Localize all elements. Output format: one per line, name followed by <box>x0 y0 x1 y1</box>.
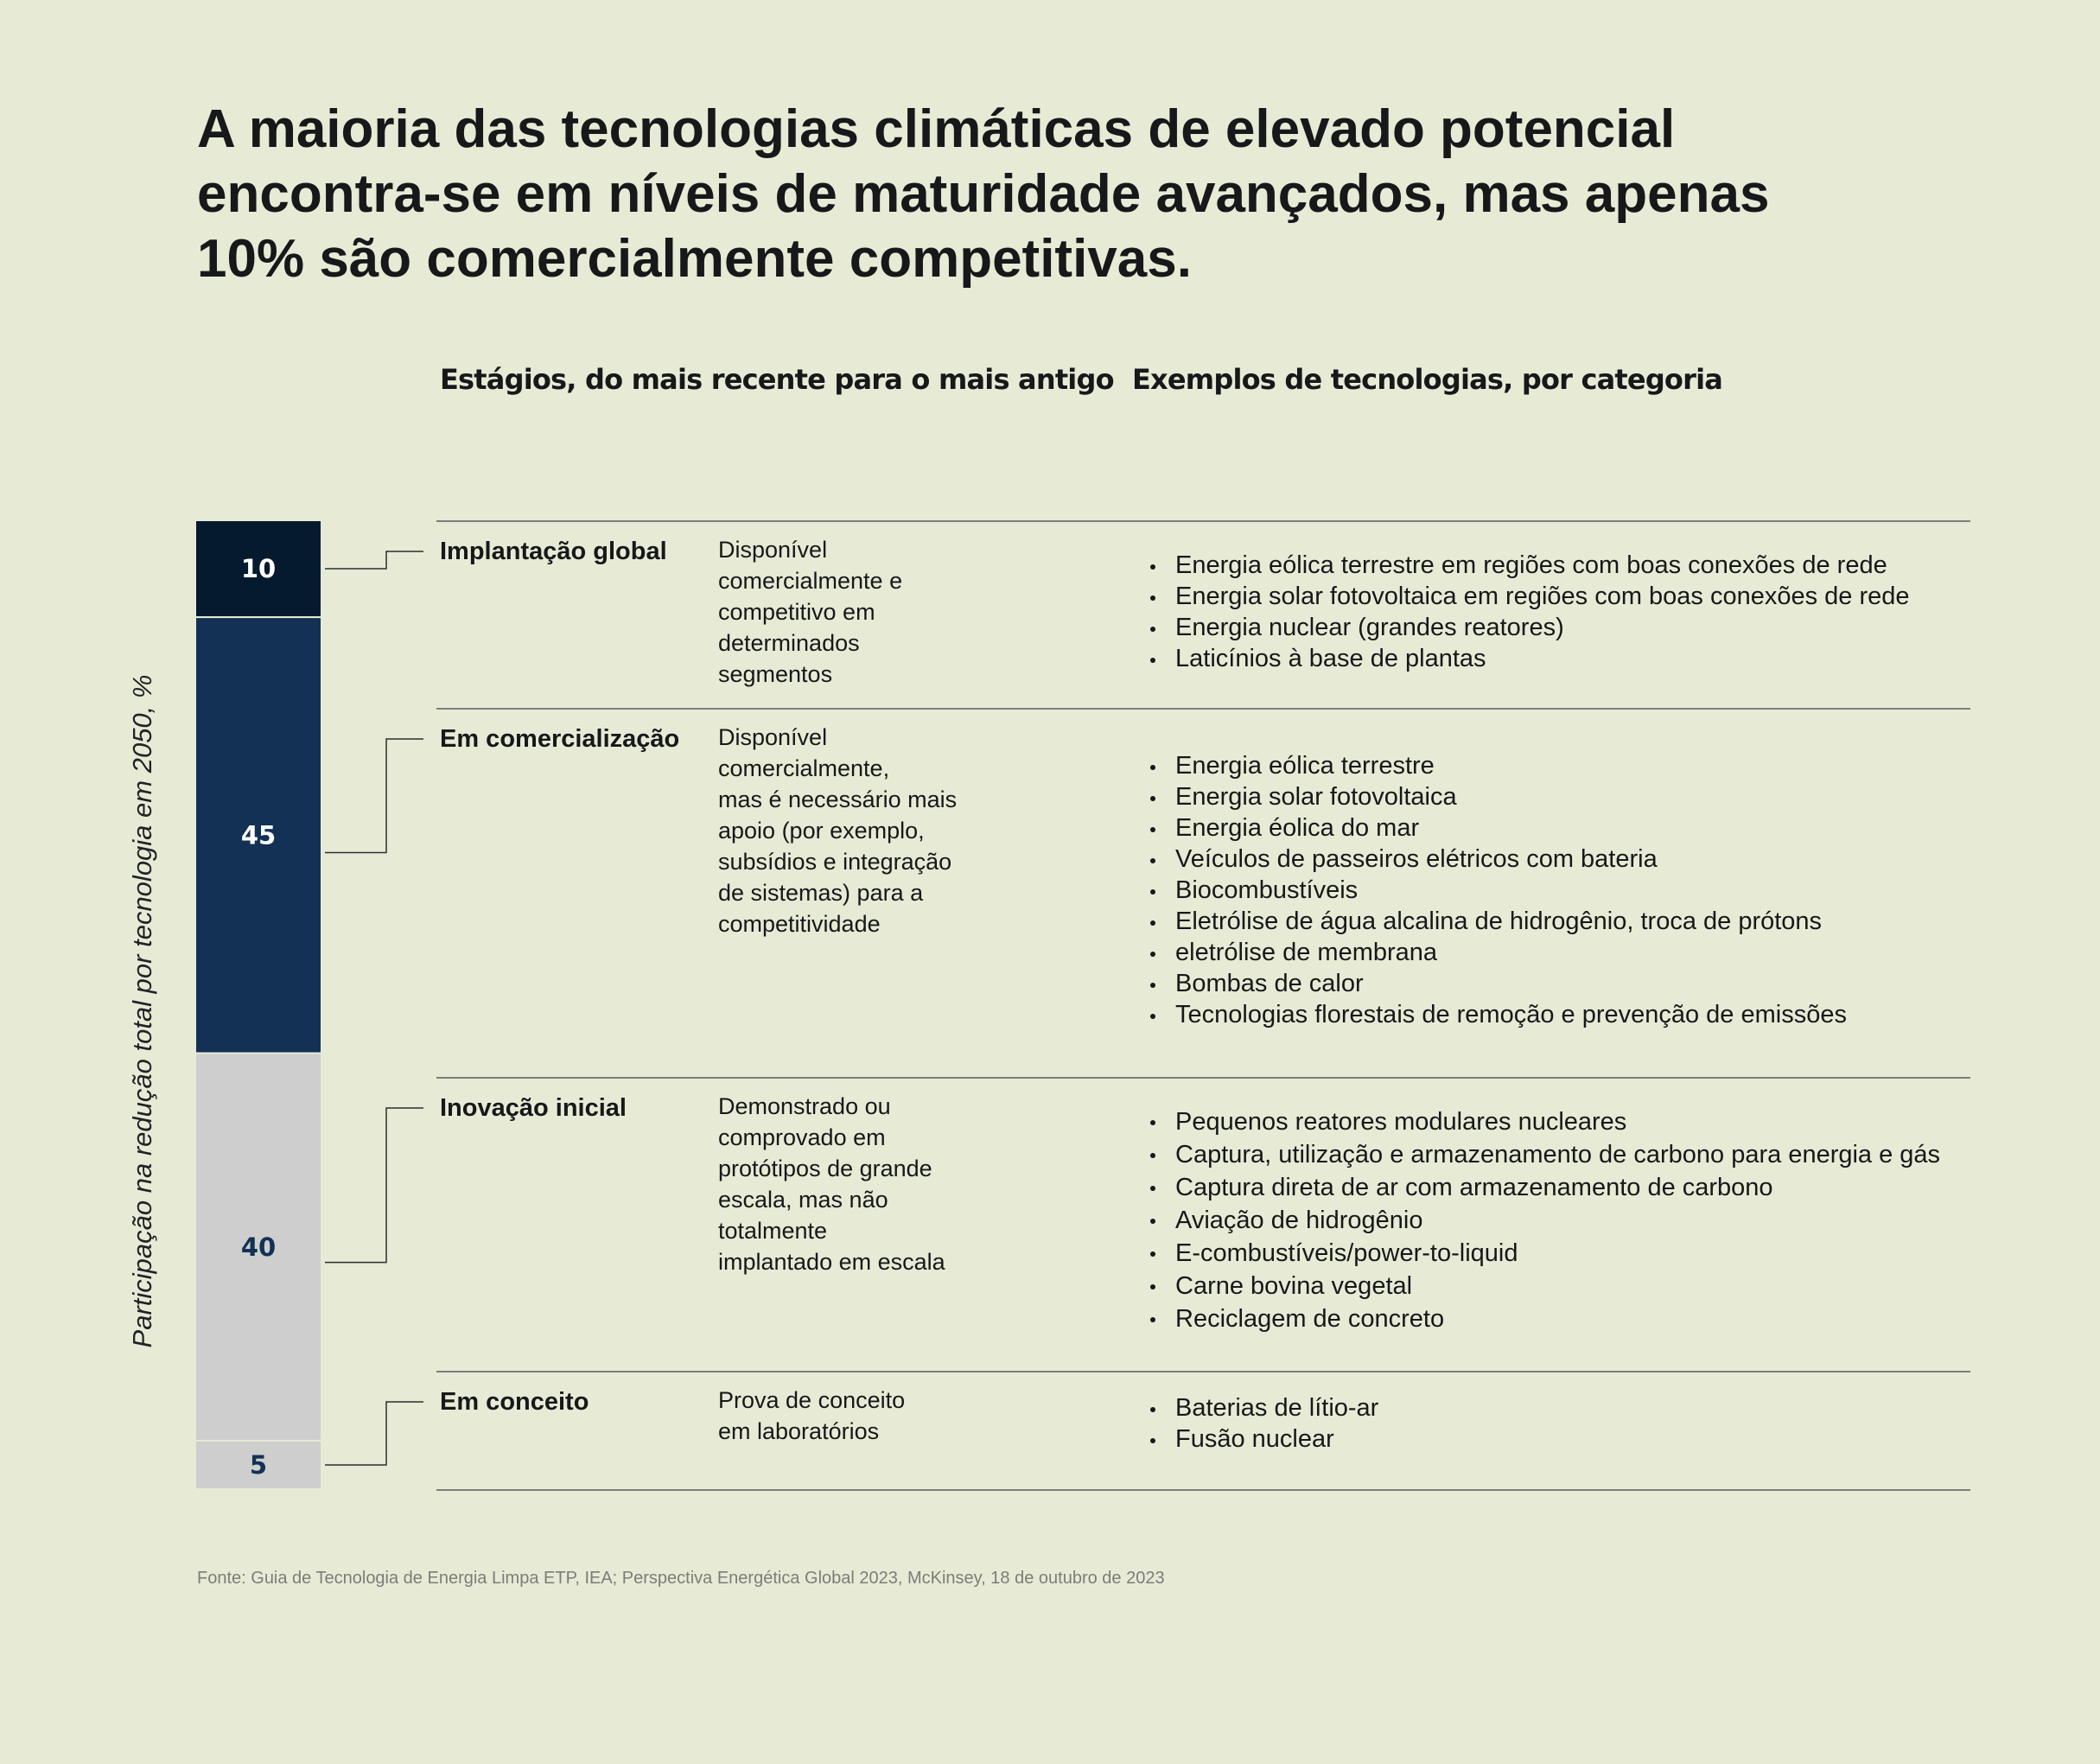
list-item: Energia solar fotovoltaica <box>1134 781 1847 812</box>
list-item: Captura, utilização e armazenamento de c… <box>1134 1138 1940 1171</box>
stage-name-inovacao-inicial: Inovação inicial <box>440 1094 627 1122</box>
row-divider <box>436 708 1970 710</box>
stage-description-implantacao-global: Disponível comercialmente e competitivo … <box>718 537 903 687</box>
stage-name-em-comercializacao: Em comercialização <box>440 725 680 753</box>
stage-description-em-conceito: Prova de conceito em laboratórios <box>718 1387 906 1444</box>
bar-segments: 10 45 40 5 <box>194 519 322 1490</box>
connectors <box>325 551 423 1466</box>
list-item: Energia éolica do mar <box>1134 812 1847 844</box>
bar-segment <box>194 1052 322 1442</box>
list-item: Biocombustíveis <box>1134 875 1847 906</box>
list-item: Energia eólica terrestre <box>1134 750 1847 781</box>
stage-name-implantacao-global: Implantação global <box>440 538 667 565</box>
connector-line <box>325 738 423 854</box>
row-divider <box>436 520 1970 522</box>
list-item: Aviação de hidrogênio <box>1134 1204 1940 1237</box>
bar-value-label: 5 <box>250 1450 267 1480</box>
list-item: Baterias de lítio-ar <box>1134 1392 1378 1423</box>
source-note: Fonte: Guia de Tecnologia de Energia Lim… <box>197 1569 1165 1588</box>
list-item: Tecnologias florestais de remoção e prev… <box>1134 999 1847 1030</box>
examples-list-implantacao-global: Energia eólica terrestre em regiões com … <box>1134 550 1910 674</box>
examples-list-em-conceito: Baterias de lítio-ar Fusão nuclear <box>1134 1392 1378 1455</box>
bar-segment <box>194 1439 322 1490</box>
list-item: Captura direta de ar com armazenamento d… <box>1134 1171 1940 1204</box>
page-title: A maioria das tecnologias climáticas de … <box>197 99 1770 289</box>
stage-description-em-comercializacao: Disponível comercialmente, mas é necessá… <box>718 724 958 937</box>
list-item: E-combustíveis/power-to-liquid <box>1134 1237 1940 1270</box>
list-item: Energia solar fotovoltaica em regiões co… <box>1134 581 1910 612</box>
list-item: Fusão nuclear <box>1134 1423 1378 1455</box>
examples-list-em-comercializacao: Energia eólica terrestre Energia solar f… <box>1134 750 1847 1030</box>
bar-segment <box>194 519 322 619</box>
stage-name-em-conceito: Em conceito <box>440 1388 589 1416</box>
bar-value-label: 10 <box>241 554 276 583</box>
list-item: Veículos de passeiros elétricos com bate… <box>1134 844 1847 875</box>
row-divider <box>436 1489 1970 1491</box>
bar-value-label: 40 <box>241 1232 276 1262</box>
row-divider <box>436 1077 1970 1079</box>
list-item: Carne bovina vegetal <box>1134 1270 1940 1302</box>
list-item: Reciclagem de concreto <box>1134 1302 1940 1335</box>
list-item: Laticínios à base de plantas <box>1134 643 1910 674</box>
list-item: eletrólise de membrana <box>1134 937 1847 968</box>
row-divider <box>436 1371 1970 1372</box>
list-item: Pequenos reatores modulares nucleares <box>1134 1105 1940 1138</box>
examples-column-header: Exemplos de tecnologias, por categoria <box>1132 363 1723 396</box>
stages-column-header: Estágios, do mais recente para o mais an… <box>440 363 1115 396</box>
list-item: Eletrólise de água alcalina de hidrogêni… <box>1134 906 1847 937</box>
stage-description-inovacao-inicial: Demonstrado ou comprovado em protótipos … <box>718 1093 945 1275</box>
bar-segment <box>194 616 322 1054</box>
list-item: Bombas de calor <box>1134 968 1847 999</box>
examples-list-inovacao-inicial: Pequenos reatores modulares nucleares Ca… <box>1134 1105 1940 1335</box>
bar-value-label: 45 <box>241 820 276 850</box>
connector-line <box>325 1401 423 1466</box>
connector-line <box>325 551 423 570</box>
connector-line <box>325 1107 423 1264</box>
list-item: Energia eólica terrestre em regiões com … <box>1134 550 1910 581</box>
list-item: Energia nuclear (grandes reatores) <box>1134 612 1910 643</box>
